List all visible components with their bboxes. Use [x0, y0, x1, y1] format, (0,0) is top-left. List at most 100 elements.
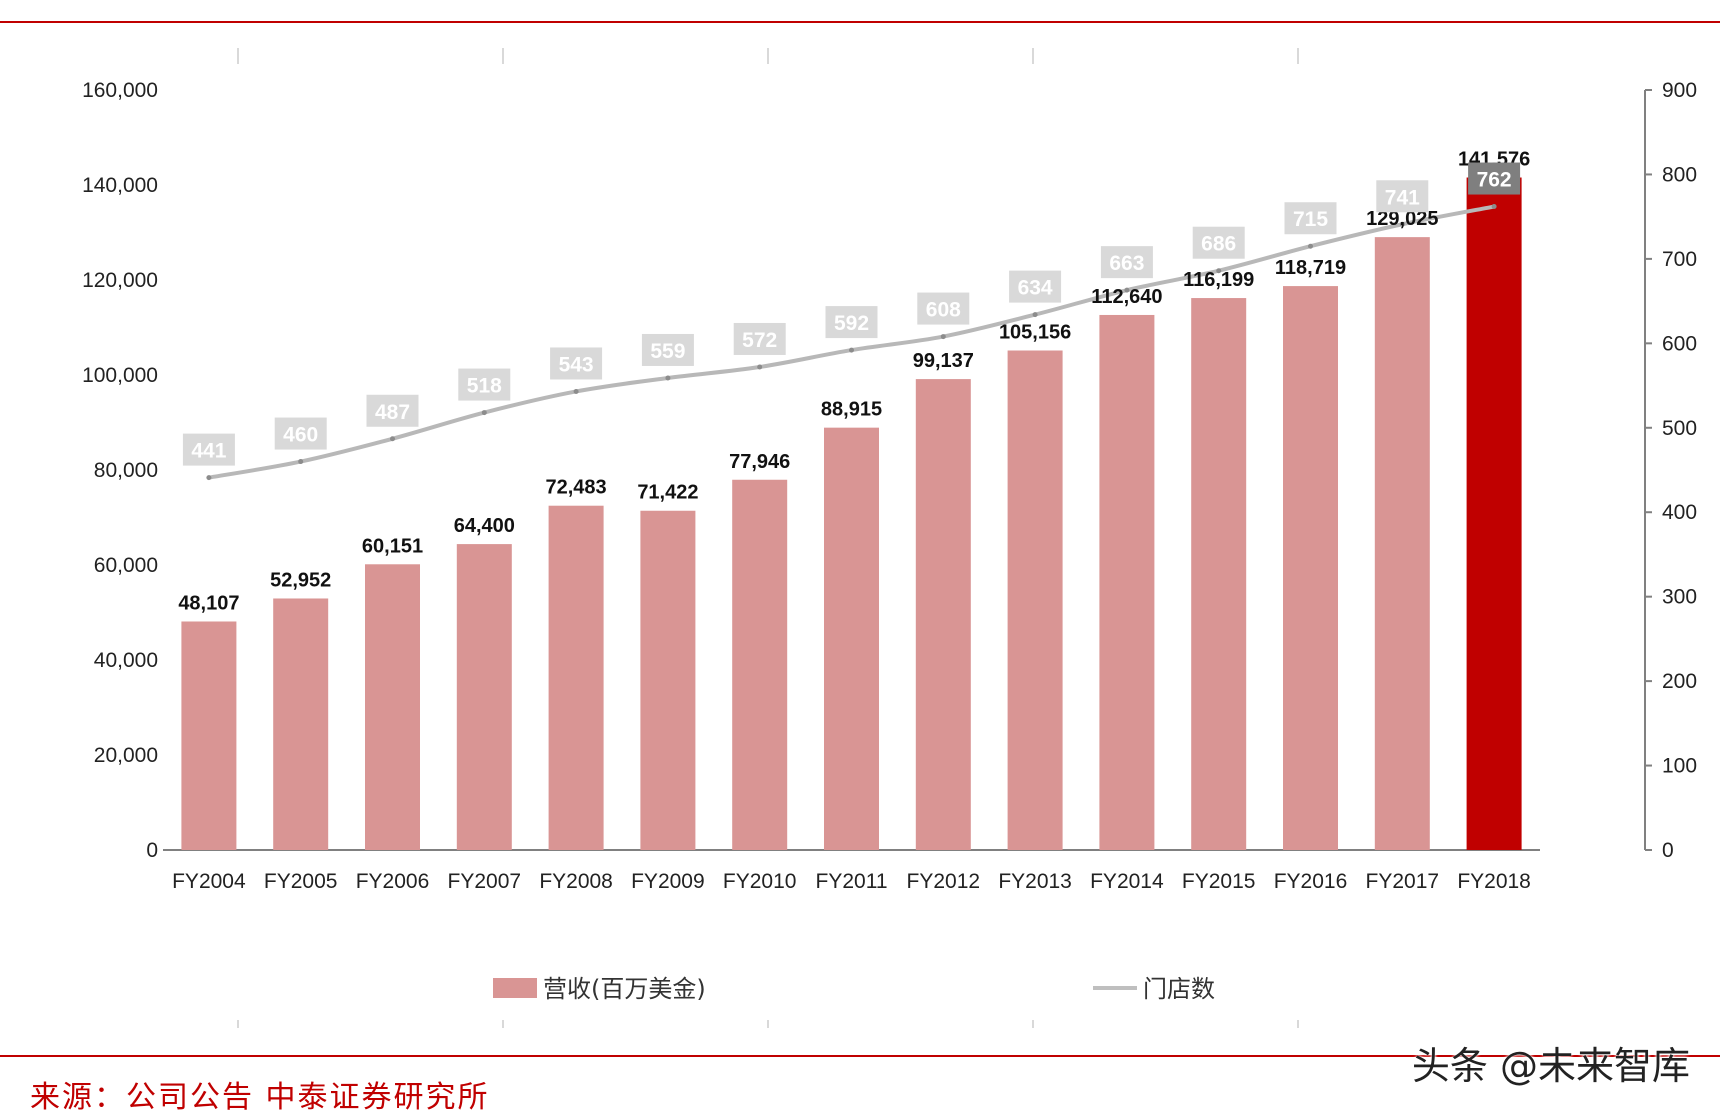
store-count-label-box — [182, 433, 235, 466]
y-right-tick-label: 500 — [1662, 417, 1697, 440]
bar — [1007, 350, 1063, 850]
bar-value-label: 105,156 — [999, 322, 1071, 344]
y-left-tick-label: 100,000 — [82, 364, 158, 387]
x-tick-label: FY2005 — [264, 870, 338, 893]
store-count-label-box — [1100, 246, 1153, 279]
store-count-point — [206, 475, 212, 481]
store-count-point — [481, 410, 487, 416]
bar-value-label: 99,137 — [913, 350, 974, 372]
store-count-label: 608 — [926, 299, 961, 322]
bar — [1466, 177, 1522, 850]
store-count-label-box — [366, 394, 419, 427]
y-right-tick-label: 700 — [1662, 248, 1697, 271]
bar-value-label: 77,946 — [729, 451, 790, 473]
store-count-point — [390, 436, 395, 442]
bar-value-label: 118,719 — [1275, 257, 1346, 279]
bar-value-label: 64,400 — [454, 515, 515, 537]
x-tick-label: FY2009 — [631, 870, 705, 893]
x-tick-label: FY2011 — [816, 870, 888, 893]
bar — [1283, 286, 1338, 851]
store-count-label-box — [458, 368, 511, 401]
store-count-label-box — [917, 292, 970, 325]
store-count-label: 460 — [283, 424, 318, 447]
x-tick-label: FY2017 — [1366, 870, 1440, 893]
plot-area: 0 20,000 40,000 60,000 80,000 100,000 120,000 1… — [82, 48, 1697, 1028]
store-count-point — [1491, 204, 1497, 210]
bar — [1099, 314, 1155, 851]
y-left-tick-label: 140,000 — [82, 174, 158, 197]
legend: 营收(百万美金) 门店数 — [493, 975, 1215, 1003]
store-count-point — [1399, 221, 1405, 227]
x-tick-label: FY2008 — [539, 870, 613, 893]
store-count-point — [298, 459, 304, 465]
store-count-label: 559 — [650, 340, 685, 363]
store-count-label: 441 — [191, 440, 226, 463]
store-count-label: 634 — [1018, 277, 1053, 300]
store-count-label: 715 — [1293, 208, 1328, 231]
store-count-point — [1032, 312, 1038, 318]
y-left-tick-label: 20,000 — [94, 744, 158, 767]
y-left-tick-label: 60,000 — [94, 554, 158, 577]
store-count-label: 572 — [742, 329, 777, 352]
store-count-point — [665, 375, 671, 381]
store-count-label-box — [641, 333, 694, 366]
bar — [1374, 237, 1430, 851]
bar — [181, 621, 237, 850]
store-count-label-box — [1192, 226, 1245, 259]
bar — [824, 427, 879, 850]
legend-bar-label: 营收(百万美金) — [543, 975, 706, 1003]
store-count-label: 663 — [1109, 252, 1144, 275]
bar-value-label: 116,199 — [1183, 269, 1254, 291]
store-count-label-box — [1284, 202, 1337, 235]
x-tick-label: FY2004 — [172, 870, 246, 893]
store-count-point — [757, 364, 763, 370]
store-count-label: 543 — [559, 353, 594, 376]
store-count-label-box — [1376, 180, 1429, 213]
y-right-tick-label: 400 — [1662, 501, 1697, 524]
y-right-tick-label: 600 — [1662, 332, 1697, 355]
y-right-tick-label: 300 — [1662, 586, 1697, 609]
y-right-tick-label: 800 — [1662, 163, 1697, 186]
store-count-point — [1216, 268, 1222, 274]
bar-value-label: 72,483 — [546, 477, 607, 499]
store-count-label-box — [1009, 270, 1062, 303]
store-count-label: 518 — [467, 375, 502, 398]
store-count-label-box — [550, 347, 603, 380]
watermark: 头条 @未来智库 — [1411, 1044, 1690, 1088]
x-tick-label: FY2015 — [1182, 870, 1256, 893]
bar-value-label: 52,952 — [270, 569, 331, 591]
store-count-label-box — [733, 322, 786, 355]
store-count-label-box — [825, 306, 878, 339]
store-count-label: 686 — [1201, 233, 1236, 256]
y-right-tick-label: 200 — [1662, 670, 1697, 693]
legend-line-label: 门店数 — [1143, 975, 1215, 1003]
x-tick-label: FY2007 — [448, 870, 522, 893]
bar-value-label: 88,915 — [821, 399, 882, 421]
bar-value-label: 112,640 — [1091, 286, 1162, 308]
x-tick-label: FY2006 — [356, 870, 430, 893]
y-right-tick-label: 100 — [1662, 755, 1697, 778]
legend-bar-swatch — [493, 978, 537, 998]
y-left-tick-label: 160,000 — [82, 79, 158, 102]
store-count-point — [1124, 287, 1130, 293]
bar — [915, 379, 971, 850]
x-tick-label: FY2014 — [1090, 870, 1164, 893]
x-tick-label: FY2016 — [1274, 870, 1348, 893]
store-count-point — [940, 334, 946, 340]
bar — [548, 505, 604, 850]
bar-value-label: 71,422 — [637, 482, 698, 504]
store-count-label: 762 — [1477, 169, 1512, 192]
bar — [732, 479, 788, 850]
y-left-tick-label: 80,000 — [94, 459, 158, 482]
x-tick-label: FY2010 — [723, 870, 797, 893]
bar — [640, 510, 696, 850]
bar — [1191, 298, 1247, 850]
bar-value-label: 48,107 — [178, 592, 239, 614]
y-left-tick-label: 40,000 — [94, 649, 158, 672]
store-count-label: 741 — [1385, 186, 1420, 209]
x-tick-label: FY2013 — [998, 870, 1072, 893]
y-left-tick-label: 0 — [146, 839, 158, 862]
store-count-label-box — [274, 417, 327, 450]
x-tick-label: FY2018 — [1457, 870, 1531, 893]
bar — [365, 564, 420, 850]
